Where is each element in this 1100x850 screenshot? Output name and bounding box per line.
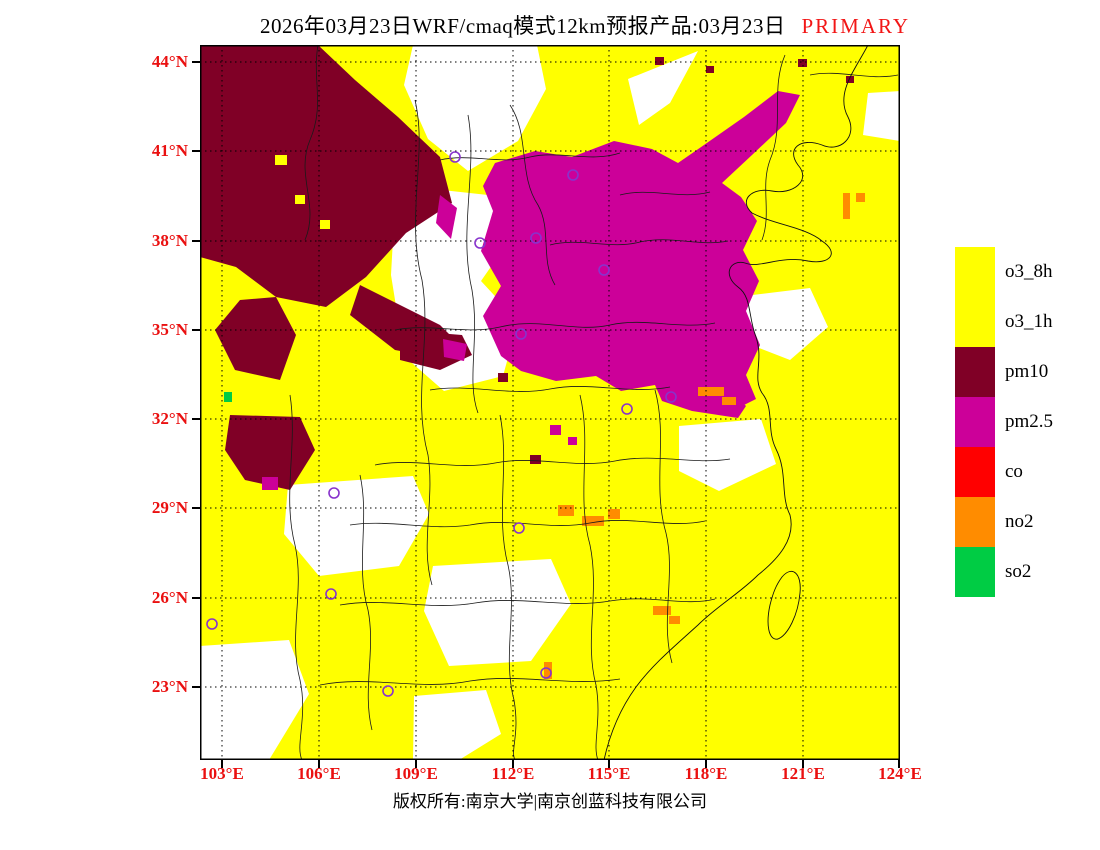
map-frame xyxy=(200,45,900,760)
x-tick-label: 112°E xyxy=(491,764,535,783)
legend-item-o3-8h: o3_8h xyxy=(955,247,1053,297)
title-main: 2026年03月23日WRF/cmaq模式12km预报产品:03月23日 xyxy=(259,14,786,38)
legend-label: pm10 xyxy=(1005,361,1049,382)
y-tick-label: 29°N xyxy=(151,498,188,517)
tick-mark xyxy=(705,760,707,768)
legend-swatch-co xyxy=(955,447,995,497)
tick-mark xyxy=(192,240,200,242)
legend-label: no2 xyxy=(1005,511,1034,532)
map-canvas xyxy=(200,45,900,760)
tick-mark xyxy=(898,760,900,768)
tick-mark xyxy=(192,329,200,331)
legend-swatch-no2 xyxy=(955,497,995,547)
x-tick-label: 118°E xyxy=(684,764,728,783)
city-markers xyxy=(206,151,677,697)
coastline xyxy=(603,45,869,760)
x-tick-label: 106°E xyxy=(297,764,341,783)
province-boundaries xyxy=(289,45,899,760)
legend-swatch-o3-1h xyxy=(955,297,995,347)
legend: o3_8h o3_1h pm10 pm2.5 co no2 so2 xyxy=(955,247,1053,597)
tick-mark xyxy=(192,418,200,420)
tick-mark xyxy=(192,150,200,152)
legend-swatch-so2 xyxy=(955,547,995,597)
legend-label: so2 xyxy=(1005,561,1032,582)
tick-mark xyxy=(192,61,200,63)
legend-item-pm10: pm10 xyxy=(955,347,1053,397)
pm10-inner-holes xyxy=(275,155,330,229)
map-spots-no2 xyxy=(544,193,865,679)
page-title: 2026年03月23日WRF/cmaq模式12km预报产品:03月23日 PRIM… xyxy=(70,10,1100,40)
title-primary-tag: PRIMARY xyxy=(801,14,911,38)
y-tick-label: 23°N xyxy=(151,677,188,696)
y-tick-label: 44°N xyxy=(151,52,188,71)
legend-label: pm2.5 xyxy=(1005,411,1054,432)
legend-item-pm25: pm2.5 xyxy=(955,397,1053,447)
legend-label: co xyxy=(1005,461,1023,482)
map-region-pm10 xyxy=(200,45,854,490)
copyright-text: 版权所有:南京大学|南京创蓝科技有限公司 xyxy=(392,792,708,811)
tick-mark xyxy=(512,760,514,768)
x-tick-label: 121°E xyxy=(781,764,825,783)
legend-item-so2: so2 xyxy=(955,547,1053,597)
tick-mark xyxy=(608,760,610,768)
tick-mark xyxy=(192,686,200,688)
tick-mark xyxy=(802,760,804,768)
legend-swatch-pm10 xyxy=(955,347,995,397)
y-tick-label: 38°N xyxy=(151,231,188,250)
tick-mark xyxy=(192,507,200,509)
tick-mark xyxy=(221,760,223,768)
forecast-map xyxy=(200,45,900,760)
legend-swatch-pm25 xyxy=(955,397,995,447)
tick-mark xyxy=(318,760,320,768)
legend-item-o3-1h: o3_1h xyxy=(955,297,1053,347)
x-tick-label: 115°E xyxy=(587,764,631,783)
x-tick-label: 103°E xyxy=(200,764,244,783)
legend-label: o3_8h xyxy=(1005,261,1053,282)
legend-item-no2: no2 xyxy=(955,497,1053,547)
grid-lines xyxy=(200,45,900,760)
tick-mark xyxy=(192,597,200,599)
tick-mark xyxy=(415,760,417,768)
legend-label: o3_1h xyxy=(1005,311,1053,332)
y-tick-label: 32°N xyxy=(151,409,188,428)
legend-item-co: co xyxy=(955,447,1053,497)
y-tick-label: 35°N xyxy=(151,320,188,339)
x-tick-label: 124°E xyxy=(878,764,922,783)
y-tick-label: 41°N xyxy=(151,141,188,160)
y-tick-label: 26°N xyxy=(151,588,188,607)
legend-swatch-o3-8h xyxy=(955,247,995,297)
map-spots-so2 xyxy=(224,392,232,402)
x-tick-label: 109°E xyxy=(394,764,438,783)
